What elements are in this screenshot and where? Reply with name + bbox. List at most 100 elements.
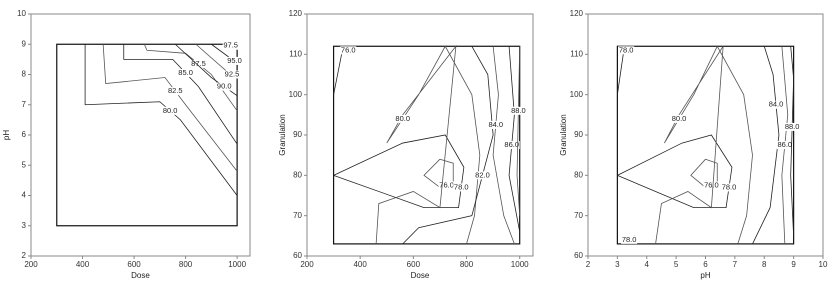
y-tick-label: 70	[293, 211, 302, 220]
contour-label: 85.0	[178, 68, 193, 77]
contour-label-bg	[784, 122, 801, 131]
y-tick-label: 80	[293, 170, 302, 179]
y-tick-label: 2	[22, 251, 27, 260]
contour-label: 80.0	[395, 114, 410, 123]
y-tick-label: 120	[289, 9, 303, 18]
contour-label: 78.0	[722, 182, 737, 191]
contour-line	[617, 134, 733, 209]
design-region	[332, 45, 521, 245]
contour-label: 90.0	[217, 82, 232, 91]
y-tick-label: 80	[574, 170, 583, 179]
x-tick-label: 200	[300, 260, 314, 269]
x-tick-label: 5	[674, 260, 679, 269]
plot-frame	[30, 13, 251, 257]
y-tick-label: 60	[574, 251, 583, 260]
contour-label: 84.0	[769, 100, 784, 109]
y-tick-label: 70	[574, 211, 583, 220]
contour-label-bg	[621, 235, 638, 244]
x-tick-label: 3	[615, 260, 620, 269]
contour-label-bg	[222, 41, 239, 50]
x-tick-label: 400	[353, 260, 367, 269]
y-tick-label: 10	[17, 9, 26, 18]
contour-label-bg	[438, 181, 455, 190]
contour-label: 87.5	[191, 59, 206, 68]
contour-label-bg	[503, 141, 520, 150]
y-tick-label: 100	[289, 90, 303, 99]
contour-label-bg	[226, 56, 243, 65]
y-tick-label: 6	[22, 130, 27, 139]
contour-label: 92.5	[225, 69, 240, 78]
y-axis-label: pH	[2, 130, 11, 140]
contour-label-bg	[487, 120, 504, 129]
contour-line	[143, 44, 238, 112]
contour-label-bg	[671, 114, 688, 123]
y-tick-label: 110	[570, 49, 583, 58]
x-tick-label: 6	[703, 260, 708, 269]
x-tick-label: 8	[762, 260, 767, 269]
x-tick-label: 600	[127, 260, 141, 269]
contour-label-bg	[721, 183, 737, 192]
contour-label: 76.0	[341, 45, 356, 54]
y-tick-label: 7	[22, 100, 27, 109]
x-axis-label: pH	[700, 271, 710, 280]
x-axis-label: Dose	[411, 271, 430, 280]
y-tick-label: 90	[574, 130, 583, 139]
contour-label: 78.0	[622, 235, 637, 244]
contour-label: 80.0	[672, 114, 687, 123]
contour-label: 86.0	[778, 140, 793, 149]
y-tick-label: 9	[22, 39, 27, 48]
design-region	[56, 43, 238, 227]
x-tick-label: 800	[460, 260, 474, 269]
contour-label-bg	[474, 171, 491, 180]
contour-line	[402, 46, 494, 245]
contour-line	[102, 44, 238, 172]
contour-label-bg	[768, 100, 784, 109]
x-tick-label: 7	[733, 260, 738, 269]
contour-label: 88.0	[511, 106, 526, 115]
contour-label-bg	[223, 70, 240, 79]
contour-label: 95.0	[227, 56, 242, 65]
contour-line	[84, 44, 238, 196]
x-axis-label: Dose	[131, 271, 150, 280]
x-tick-label: 200	[24, 260, 38, 269]
x-tick-label: 9	[791, 260, 796, 269]
contour-label: 88.0	[785, 122, 800, 131]
contour-label: 86.0	[504, 140, 519, 149]
contour-label-bg	[776, 141, 793, 150]
contour-label-bg	[167, 87, 184, 96]
contour-line	[375, 44, 481, 245]
y-tick-label: 90	[293, 130, 302, 139]
x-tick-label: 2	[586, 260, 591, 269]
contour-label: 78.0	[454, 182, 469, 191]
x-tick-label: 600	[407, 260, 421, 269]
contour-label-bg	[216, 82, 233, 91]
contour-label-bg	[703, 181, 720, 190]
y-tick-label: 8	[22, 70, 27, 79]
contour-label-bg	[453, 183, 470, 192]
contour-line	[655, 45, 753, 245]
y-tick-label: 4	[22, 191, 27, 200]
y-tick-label: 120	[570, 9, 584, 18]
contour-label: 82.5	[168, 86, 183, 95]
y-tick-label: 100	[570, 90, 584, 99]
contour-label-bg	[510, 106, 527, 115]
y-axis-label: Granulation	[278, 114, 287, 155]
contour-line	[123, 44, 238, 145]
x-tick-label: 1000	[228, 260, 246, 269]
x-tick-label: 400	[76, 260, 90, 269]
x-tick-label: 800	[179, 260, 193, 269]
contour-label-bg	[190, 59, 207, 68]
contour-label-bg	[177, 68, 194, 77]
contour-line	[492, 46, 515, 245]
contour-label: 82.0	[475, 170, 490, 179]
y-axis-label: Granulation	[559, 114, 568, 155]
contour-label: 80.0	[163, 106, 178, 115]
contour-label-bg	[162, 106, 179, 115]
contour-line	[333, 134, 465, 209]
contour-label: 76.0	[704, 180, 719, 189]
design-region	[616, 45, 795, 245]
contour-label: 84.0	[488, 120, 503, 129]
x-tick-label: 4	[645, 260, 650, 269]
contour-label: 97.5	[223, 41, 238, 50]
y-tick-label: 5	[22, 160, 27, 169]
